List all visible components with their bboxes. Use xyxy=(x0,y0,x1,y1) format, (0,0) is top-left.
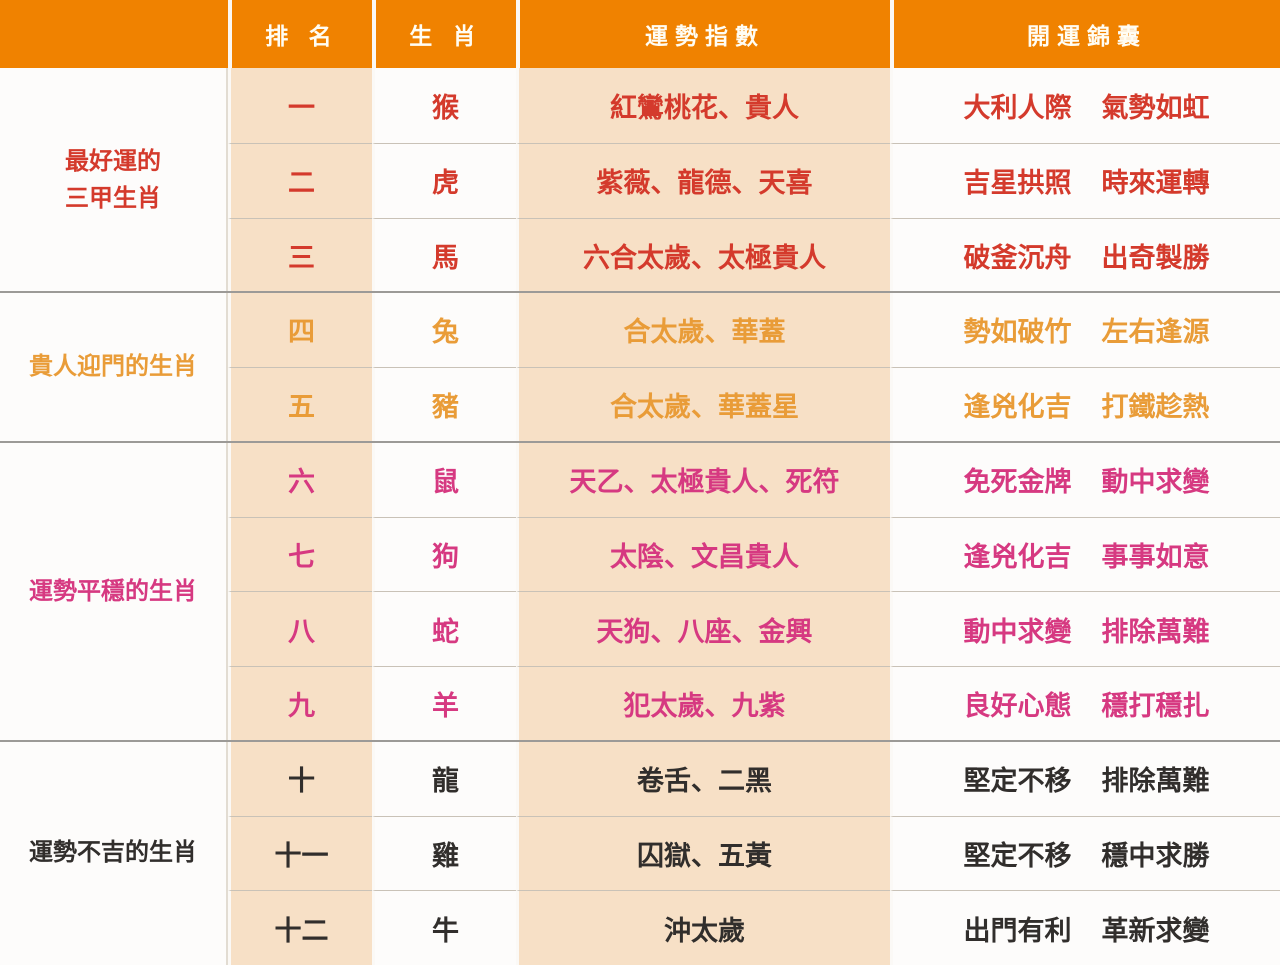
lucky-tip-phrase: 穩打穩扎 xyxy=(1101,691,1210,722)
group-label-line: 運勢不吉的生肖 xyxy=(29,839,197,867)
lucky-tips-cell: 良好心態 穩打穩扎 xyxy=(890,666,1280,741)
rank-cell: 十一 xyxy=(228,815,372,891)
lucky-tips-cell: 免死金牌 動中求變 xyxy=(890,441,1280,517)
fortune-index-cell: 太陰、文昌貴人 xyxy=(516,516,890,592)
group-separator-line xyxy=(0,291,1280,294)
zodiac-cell: 馬 xyxy=(372,217,516,293)
fortune-index-cell: 六合太歲、太極貴人 xyxy=(516,217,890,293)
rank-cell: 一 xyxy=(228,68,372,143)
lucky-tip-phrase: 大利人際 xyxy=(963,92,1072,123)
rank-cell: 九 xyxy=(228,666,372,741)
group-label: 最好運的 三甲生肖 xyxy=(0,68,228,293)
group-separator-line xyxy=(0,739,1280,742)
zodiac-cell: 猴 xyxy=(372,68,516,143)
lucky-tip-phrase: 革新求變 xyxy=(1101,915,1210,946)
lucky-tip-phrase: 動中求變 xyxy=(1101,466,1210,497)
fortune-index-cell: 沖太歲 xyxy=(516,890,890,965)
rank-cell: 十 xyxy=(228,740,372,816)
fortune-index-cell: 囚獄、五黃 xyxy=(516,815,890,891)
group-separator-line xyxy=(0,440,1280,443)
lucky-tip-phrase: 排除萬難 xyxy=(1101,616,1210,647)
zodiac-cell: 狗 xyxy=(372,516,516,592)
rank-cell: 四 xyxy=(228,292,372,367)
rank-cell: 五 xyxy=(228,367,372,442)
zodiac-cell: 雞 xyxy=(372,815,516,891)
zodiac-cell: 牛 xyxy=(372,890,516,965)
lucky-tips-cell: 勢如破竹 左右逢源 xyxy=(890,292,1280,367)
lucky-tips-cell: 動中求變 排除萬難 xyxy=(890,591,1280,666)
fortune-index-cell: 紫薇、龍德、天喜 xyxy=(516,142,890,218)
zodiac-cell: 豬 xyxy=(372,367,516,442)
rank-cell: 六 xyxy=(228,441,372,517)
rank-cell: 八 xyxy=(228,591,372,666)
header-cell-lucky-tips: 開運錦囊 xyxy=(890,0,1280,68)
lucky-tips-cell: 破釜沉舟 出奇製勝 xyxy=(890,217,1280,293)
lucky-tip-phrase: 勢如破竹 xyxy=(963,317,1072,348)
lucky-tip-phrase: 出奇製勝 xyxy=(1101,242,1210,273)
rank-cell: 三 xyxy=(228,217,372,293)
zodiac-cell: 鼠 xyxy=(372,441,516,517)
zodiac-cell: 虎 xyxy=(372,142,516,218)
fortune-index-cell: 紅鸞桃花、貴人 xyxy=(516,68,890,143)
group-label: 運勢平穩的生肖 xyxy=(0,441,228,741)
lucky-tips-cell: 堅定不移 排除萬難 xyxy=(890,740,1280,816)
lucky-tip-phrase: 左右逢源 xyxy=(1101,317,1210,348)
fortune-index-cell: 合太歲、華蓋 xyxy=(516,292,890,367)
lucky-tip-phrase: 穩中求勝 xyxy=(1101,840,1210,871)
rank-cell: 十二 xyxy=(228,890,372,965)
lucky-tip-phrase: 氣勢如虹 xyxy=(1101,92,1210,123)
fortune-index-cell: 卷舌、二黑 xyxy=(516,740,890,816)
lucky-tip-phrase: 破釜沉舟 xyxy=(963,242,1072,273)
lucky-tip-phrase: 逢兇化吉 xyxy=(963,541,1072,572)
lucky-tip-phrase: 堅定不移 xyxy=(963,765,1072,796)
lucky-tips-cell: 大利人際 氣勢如虹 xyxy=(890,68,1280,143)
lucky-tip-phrase: 打鐵趁熱 xyxy=(1101,392,1210,423)
group-label-line: 最好運的 xyxy=(65,147,161,175)
lucky-tip-phrase: 逢兇化吉 xyxy=(963,392,1072,423)
fortune-index-cell: 天狗、八座、金興 xyxy=(516,591,890,666)
lucky-tip-phrase: 出門有利 xyxy=(963,915,1072,946)
zodiac-cell: 羊 xyxy=(372,666,516,741)
lucky-tips-cell: 吉星拱照 時來運轉 xyxy=(890,142,1280,218)
zodiac-cell: 蛇 xyxy=(372,591,516,666)
group-label-line: 運勢平穩的生肖 xyxy=(29,577,197,605)
group-label: 貴人迎門的生肖 xyxy=(0,292,228,442)
lucky-tip-phrase: 動中求變 xyxy=(963,616,1072,647)
fortune-index-cell: 合太歲、華蓋星 xyxy=(516,367,890,442)
lucky-tip-phrase: 時來運轉 xyxy=(1101,168,1210,199)
lucky-tips-cell: 逢兇化吉 事事如意 xyxy=(890,516,1280,592)
zodiac-cell: 兔 xyxy=(372,292,516,367)
rank-cell: 二 xyxy=(228,142,372,218)
fortune-index-cell: 犯太歲、九紫 xyxy=(516,666,890,741)
header-cell-empty xyxy=(0,0,228,68)
lucky-tip-phrase: 堅定不移 xyxy=(963,840,1072,871)
lucky-tips-cell: 堅定不移 穩中求勝 xyxy=(890,815,1280,891)
fortune-index-cell: 天乙、太極貴人、死符 xyxy=(516,441,890,517)
lucky-tip-phrase: 排除萬難 xyxy=(1101,765,1210,796)
lucky-tip-phrase: 吉星拱照 xyxy=(963,168,1072,199)
lucky-tip-phrase: 事事如意 xyxy=(1101,541,1210,572)
header-cell-rank: 排 名 xyxy=(228,0,372,68)
lucky-tip-phrase: 免死金牌 xyxy=(963,466,1072,497)
header-cell-fortune-index: 運勢指數 xyxy=(516,0,890,68)
group-label: 運勢不吉的生肖 xyxy=(0,740,228,965)
group-label-line: 三甲生肖 xyxy=(65,185,161,213)
lucky-tips-cell: 出門有利 革新求變 xyxy=(890,890,1280,965)
lucky-tip-phrase: 良好心態 xyxy=(963,691,1072,722)
rank-cell: 七 xyxy=(228,516,372,592)
zodiac-cell: 龍 xyxy=(372,740,516,816)
lucky-tips-cell: 逢兇化吉 打鐵趁熱 xyxy=(890,367,1280,442)
group-label-line: 貴人迎門的生肖 xyxy=(29,353,197,381)
header-cell-zodiac: 生 肖 xyxy=(372,0,516,68)
